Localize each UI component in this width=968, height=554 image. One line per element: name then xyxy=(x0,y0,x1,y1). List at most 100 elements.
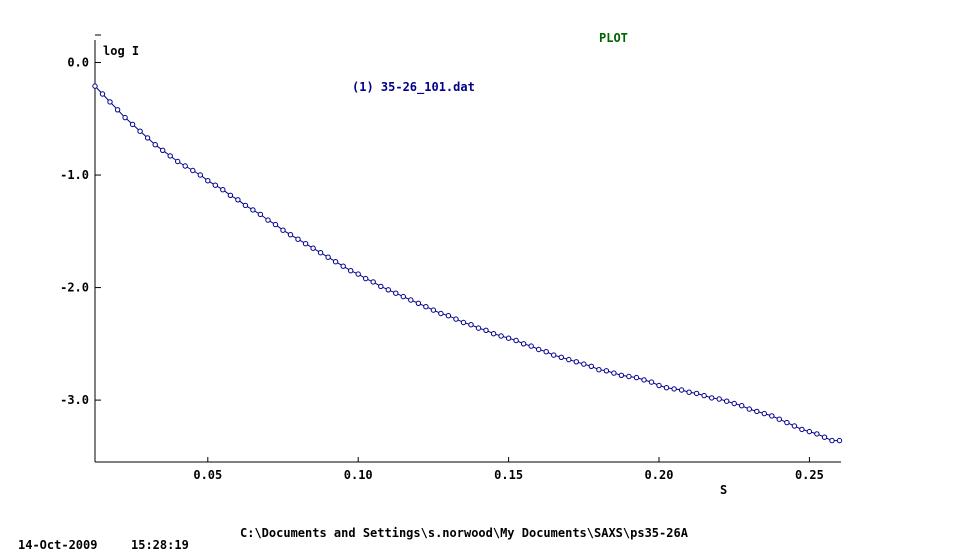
data-point xyxy=(754,408,760,415)
data-point xyxy=(325,254,331,260)
data-point xyxy=(513,337,519,344)
data-point xyxy=(475,325,482,331)
data-point xyxy=(633,374,640,381)
data-point xyxy=(573,359,579,365)
x-tick-label: 0.10 xyxy=(344,468,373,482)
series-markers xyxy=(92,83,843,444)
data-point xyxy=(814,431,820,437)
y-tick-label: -1.0 xyxy=(60,168,89,182)
data-point xyxy=(370,279,376,285)
data-point xyxy=(671,386,677,392)
data-point xyxy=(746,406,752,412)
data-point xyxy=(528,343,534,349)
data-point xyxy=(332,259,339,265)
data-point xyxy=(716,396,722,402)
y-tick-label: 0.0 xyxy=(67,56,89,70)
data-point xyxy=(686,389,692,395)
data-point xyxy=(257,211,264,218)
data-point xyxy=(129,121,136,128)
data-point xyxy=(400,293,406,300)
data-point xyxy=(152,142,158,148)
data-point xyxy=(724,398,730,404)
data-point xyxy=(663,385,670,391)
data-point xyxy=(197,172,204,178)
data-point xyxy=(378,283,384,290)
data-point xyxy=(415,300,422,306)
data-point xyxy=(626,373,632,380)
x-tick-label: 0.15 xyxy=(494,468,523,482)
data-point xyxy=(701,392,707,399)
data-point xyxy=(107,99,113,105)
data-point xyxy=(799,426,805,433)
data-point xyxy=(769,413,775,419)
data-point xyxy=(678,387,685,393)
data-point xyxy=(784,419,790,426)
data-point xyxy=(836,437,843,444)
data-point xyxy=(709,395,715,401)
data-point xyxy=(212,182,219,188)
data-point xyxy=(302,241,309,247)
y-tick-label: -3.0 xyxy=(60,393,89,407)
data-point xyxy=(438,310,444,317)
data-point xyxy=(167,153,173,159)
data-point xyxy=(536,346,542,353)
data-point xyxy=(498,333,504,339)
data-point xyxy=(453,316,459,322)
data-point xyxy=(235,197,241,203)
data-point xyxy=(490,331,497,337)
data-point xyxy=(520,341,527,347)
plot-title: PLOT xyxy=(599,31,628,45)
time-stamp: 15:28:19 xyxy=(131,538,189,552)
data-point xyxy=(242,202,249,209)
data-point xyxy=(205,178,211,184)
data-point xyxy=(603,368,610,374)
data-point xyxy=(144,135,151,141)
data-point xyxy=(791,423,798,429)
data-point xyxy=(566,356,572,363)
data-point xyxy=(92,83,98,89)
data-point xyxy=(310,245,316,251)
data-point xyxy=(648,379,655,385)
ticks: 0.05 0.10 0.15 0.20 0.25 0.0 -1.0 -2.0 -3.0 xyxy=(60,34,824,482)
data-point xyxy=(693,390,700,397)
data-point xyxy=(227,192,234,199)
data-point xyxy=(393,290,399,296)
data-point xyxy=(581,361,587,367)
data-point xyxy=(588,363,594,369)
data-point xyxy=(385,287,391,293)
data-point xyxy=(558,354,564,360)
data-point xyxy=(137,128,143,134)
data-point xyxy=(295,236,301,242)
data-point xyxy=(280,227,286,233)
data-point xyxy=(468,322,474,328)
x-tick-label: 0.05 xyxy=(193,468,222,482)
data-point xyxy=(551,352,557,358)
data-point xyxy=(641,377,647,383)
data-point xyxy=(596,367,602,373)
file-path: C:\Documents and Settings\s.norwood\My D… xyxy=(240,526,688,540)
data-point xyxy=(122,114,128,121)
data-point xyxy=(355,271,361,277)
data-point xyxy=(99,91,106,97)
data-point xyxy=(430,307,437,313)
data-point xyxy=(423,304,429,310)
axes xyxy=(94,40,841,463)
data-point xyxy=(160,147,166,154)
data-point xyxy=(776,416,782,422)
data-point xyxy=(460,319,467,326)
data-point xyxy=(190,167,196,174)
x-tick-label: 0.25 xyxy=(795,468,824,482)
data-point xyxy=(483,327,489,333)
y-axis-label: log I xyxy=(103,44,140,58)
data-point xyxy=(445,313,452,319)
data-point xyxy=(317,250,324,256)
data-point xyxy=(656,382,662,389)
data-point xyxy=(175,158,181,165)
data-point xyxy=(806,428,813,435)
data-point xyxy=(829,437,835,444)
data-point xyxy=(543,349,549,355)
y-tick-label: -2.0 xyxy=(60,281,89,295)
x-axis-label: S xyxy=(720,483,728,497)
data-point xyxy=(408,297,414,303)
